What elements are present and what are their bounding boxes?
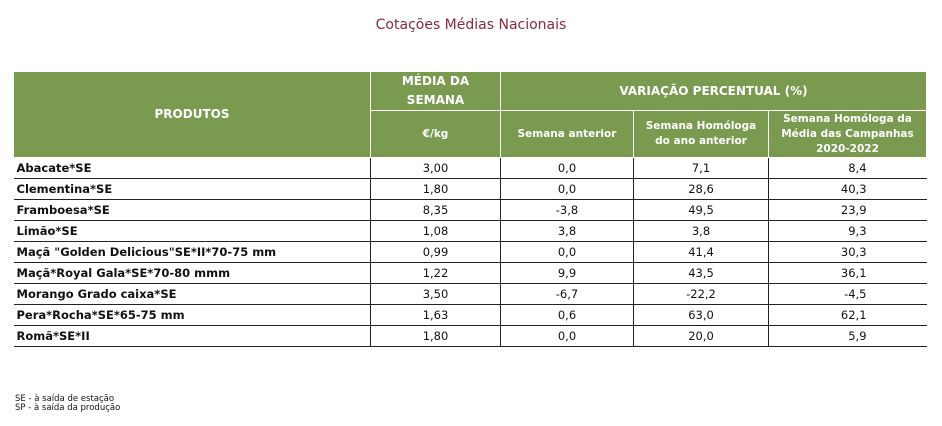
price-cell: 1,63 <box>370 304 501 326</box>
campaign-average-cell: 23,9 <box>768 199 927 221</box>
price-cell: 1,80 <box>370 325 501 347</box>
table-row: Romã*SE*II 1,80 0,0 20,0 5,9 <box>13 325 927 347</box>
footnote-sp: SP - à saída da produção <box>15 403 121 413</box>
campaign-average-cell: 5,9 <box>768 325 927 347</box>
previous-year-cell: 63,0 <box>633 304 769 326</box>
campaign-average-cell: 62,1 <box>768 304 927 326</box>
product-cell: Pera*Rocha*SE*65-75 mm <box>13 304 371 326</box>
table-row: Maçã "Golden Delicious"SE*II*70-75 mm 0,9… <box>13 241 927 263</box>
previous-week-cell: -6,7 <box>500 283 634 305</box>
price-cell: 0,99 <box>370 241 501 263</box>
campaign-average-cell: 30,3 <box>768 241 927 263</box>
product-cell: Romã*SE*II <box>13 325 371 347</box>
product-cell: Morango Grado caixa*SE <box>13 283 371 305</box>
price-cell: 1,22 <box>370 262 501 284</box>
price-cell: 3,50 <box>370 283 501 305</box>
quotes-table: PRODUTOS MÉDIA DA SEMANA VARIAÇÃO PERCEN… <box>13 71 928 347</box>
header-average-week: MÉDIA DA SEMANA <box>370 71 501 111</box>
previous-year-cell: 3,8 <box>633 220 769 242</box>
header-products: PRODUTOS <box>13 71 371 158</box>
table-row: Maçã*Royal Gala*SE*70-80 mmm 1,22 9,9 43,5 3… <box>13 262 927 284</box>
table-body: Abacate*SE 3,00 0,0 7,1 8,4 Clementina*SE 1,80… <box>13 157 927 347</box>
table-row: Pera*Rocha*SE*65-75 mm 1,63 0,6 63,0 62,1 <box>13 304 927 326</box>
price-cell: 3,00 <box>370 157 501 179</box>
campaign-average-cell: 40,3 <box>768 178 927 200</box>
product-cell: Maçã "Golden Delicious"SE*II*70-75 mm <box>13 241 371 263</box>
page-title: Cotações Médias Nacionais <box>375 17 567 33</box>
campaign-average-cell: -4,5 <box>768 283 927 305</box>
previous-week-cell: 0,0 <box>500 241 634 263</box>
previous-week-cell: 0,0 <box>500 157 634 179</box>
previous-year-cell: 49,5 <box>633 199 769 221</box>
campaign-average-cell: 8,4 <box>768 157 927 179</box>
price-cell: 1,80 <box>370 178 501 200</box>
product-cell: Framboesa*SE <box>13 199 371 221</box>
header-variation: VARIAÇÃO PERCENTUAL (%) <box>499 71 928 111</box>
table-row: Abacate*SE 3,00 0,0 7,1 8,4 <box>13 157 927 179</box>
previous-year-cell: 43,5 <box>633 262 769 284</box>
campaign-average-cell: 9,3 <box>768 220 927 242</box>
header-previous-week: Semana anterior <box>500 110 634 158</box>
product-cell: Limão*SE <box>13 220 371 242</box>
previous-year-cell: 7,1 <box>633 157 769 179</box>
previous-year-cell: 20,0 <box>633 325 769 347</box>
previous-year-cell: 41,4 <box>633 241 769 263</box>
previous-week-cell: 0,6 <box>500 304 634 326</box>
product-cell: Abacate*SE <box>13 157 371 179</box>
previous-week-cell: 0,0 <box>500 178 634 200</box>
table-row: Framboesa*SE 8,35 -3,8 49,5 23,9 <box>13 199 927 221</box>
product-cell: Maçã*Royal Gala*SE*70-80 mmm <box>13 262 371 284</box>
footnote-se: SE - à saída de estação <box>15 394 115 404</box>
campaign-average-cell: 36,1 <box>768 262 927 284</box>
previous-week-cell: 0,0 <box>500 325 634 347</box>
previous-year-cell: -22,2 <box>633 283 769 305</box>
table-row: Morango Grado caixa*SE 3,50 -6,7 -22,2 -4,5 <box>13 283 927 305</box>
previous-week-cell: 3,8 <box>500 220 634 242</box>
price-cell: 8,35 <box>370 199 501 221</box>
table-row: Limão*SE 1,08 3,8 3,8 9,3 <box>13 220 927 242</box>
header-previous-year: Semana Homóloga do ano anterior <box>633 110 769 158</box>
footnotes: SE - à saída de estação SP - à saída da … <box>15 395 120 413</box>
price-cell: 1,08 <box>370 220 501 242</box>
header-unit: €/kg <box>370 110 501 158</box>
table-row: Clementina*SE 1,80 0,0 28,6 40,3 <box>13 178 927 200</box>
previous-week-cell: -3,8 <box>500 199 634 221</box>
header-campaign-average: Semana Homóloga da Média das Campanhas 2… <box>767 110 928 158</box>
previous-year-cell: 28,6 <box>633 178 769 200</box>
product-cell: Clementina*SE <box>13 178 371 200</box>
previous-week-cell: 9,9 <box>500 262 634 284</box>
